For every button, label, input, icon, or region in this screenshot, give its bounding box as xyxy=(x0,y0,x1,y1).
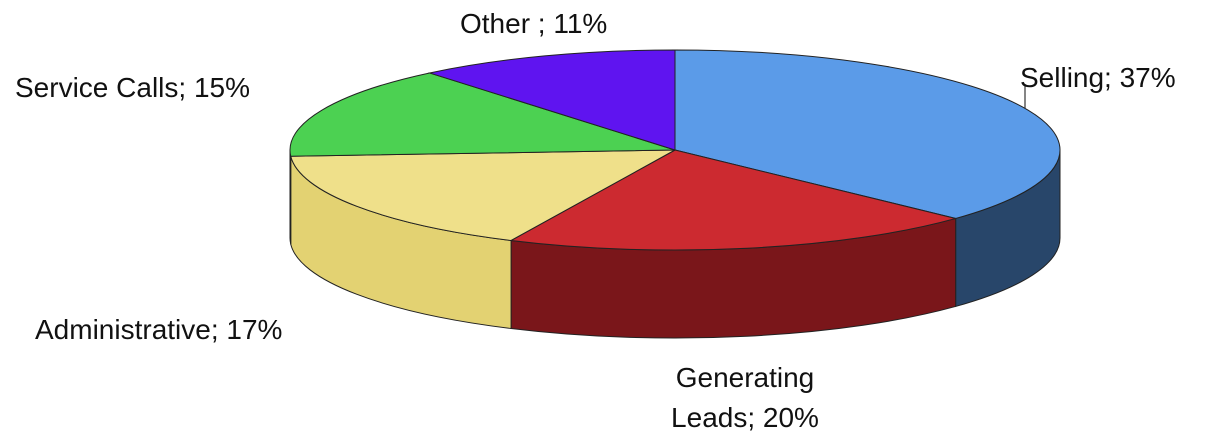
pie-slice xyxy=(427,49,676,151)
data-label: Generating Leads; 20% xyxy=(671,362,819,433)
pie-slice xyxy=(289,72,676,157)
pie-slice xyxy=(674,49,1061,219)
data-label: Other ; 11% xyxy=(460,8,608,39)
pie-slice xyxy=(290,149,676,241)
data-label: Selling; 37% xyxy=(1020,62,1176,93)
data-label: Administrative; 17% xyxy=(35,314,283,345)
pie-slice xyxy=(509,149,958,251)
pie-slice-side xyxy=(289,149,292,245)
data-label: Service Calls; 15% xyxy=(15,72,250,103)
